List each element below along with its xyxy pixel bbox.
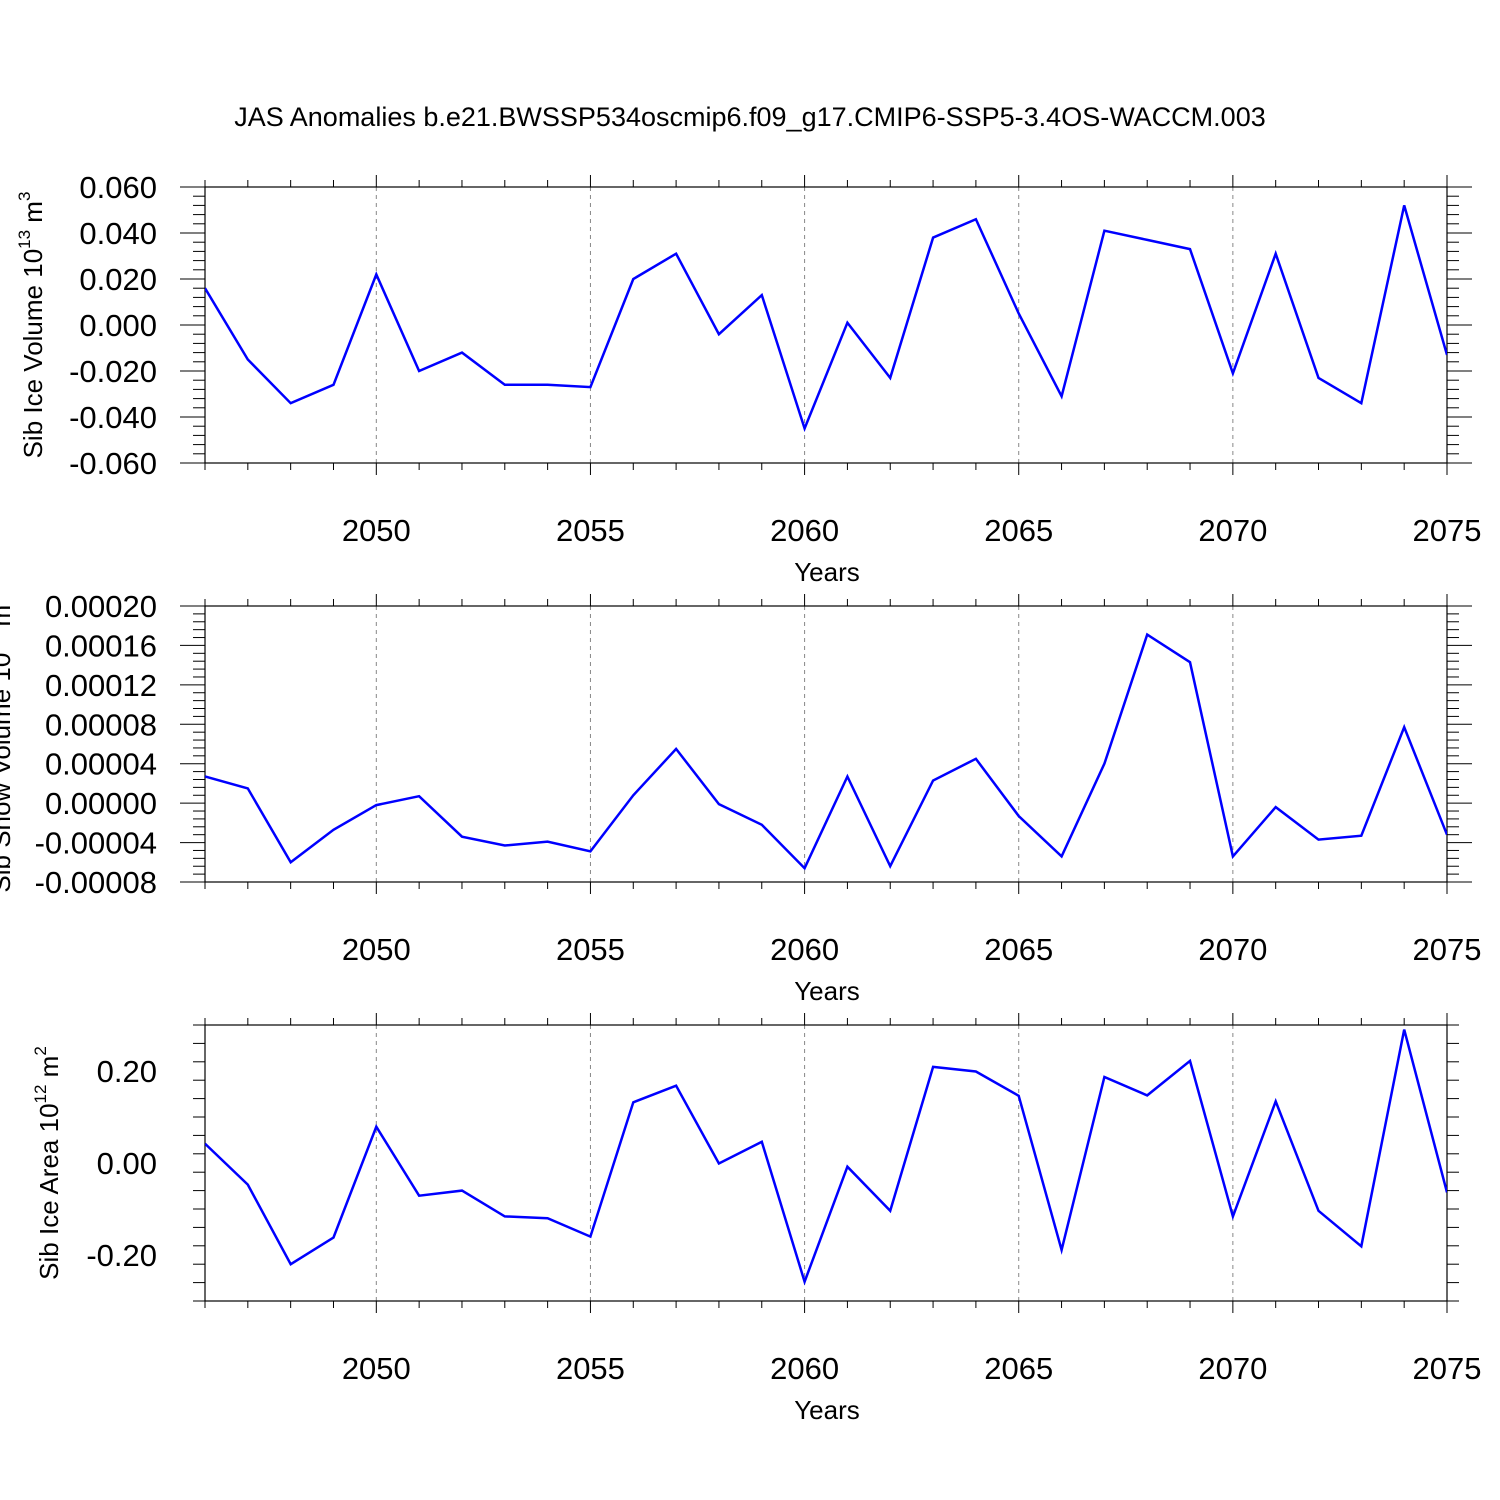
x-tick-label: 2060 — [770, 1351, 839, 1386]
x-tick-label: 2060 — [770, 513, 839, 548]
x-tick-label: 2075 — [1413, 513, 1482, 548]
y-tick-label: 0.20 — [97, 1054, 157, 1089]
panel-ice-volume: -0.060 -0.040 -0.020 0.000 0.020 0.040 0.060 20… — [15, 170, 1481, 587]
series-line-ice-area — [205, 1029, 1447, 1286]
y-axis-label-unit: m — [0, 605, 16, 634]
plot-frame — [204, 605, 1448, 883]
y-tick-label: -0.00008 — [35, 865, 157, 900]
x-tick-label: 2075 — [1413, 1351, 1482, 1386]
x-tick-label: 2055 — [556, 1351, 625, 1386]
y-tick-label: 0.00020 — [45, 589, 157, 624]
panel-snow-volume: -0.00008 -0.00004 0.00000 0.00004 0.00008 0.0… — [0, 589, 1481, 1006]
y-axis-label-exponent: 12 — [31, 1085, 50, 1104]
y-tick-label: 0.00 — [97, 1146, 157, 1181]
x-tick-label: 2050 — [342, 513, 411, 548]
plot-frame — [204, 186, 1448, 464]
x-tick-label: 2065 — [984, 1351, 1053, 1386]
y-axis-label-unit-exponent: 3 — [0, 595, 2, 604]
x-axis-label: Years — [794, 976, 860, 1006]
plot-frame — [204, 1024, 1448, 1302]
y-tick-label: -0.020 — [69, 354, 157, 389]
y-tick-label: -0.20 — [86, 1238, 157, 1273]
x-tick-label: 2065 — [984, 932, 1053, 967]
y-tick-label: -0.040 — [69, 400, 157, 435]
y-tick-label: 0.00004 — [45, 747, 157, 782]
x-tick-label: 2070 — [1198, 932, 1267, 967]
x-tick-label: 2050 — [342, 932, 411, 967]
y-axis-label-unit: m — [34, 1056, 64, 1085]
y-axis-label-unit-exponent: 3 — [15, 192, 34, 201]
y-tick-label: 0.060 — [79, 170, 157, 205]
panels: -0.060-0.040-0.0200.0000.0200.0400.06020… — [0, 170, 1481, 1425]
y-tick-label: -0.00004 — [35, 826, 157, 861]
y-tick-label: 0.040 — [79, 216, 157, 251]
y-tick-label: 0.00008 — [45, 707, 157, 742]
y-axis-label: Sib Ice Area 1012 m2 — [31, 1046, 64, 1280]
panel-ice-area: -0.20 0.00 0.20 2050 2055 2060 2065 2070 2075 Yea… — [31, 1013, 1481, 1425]
chart-title: JAS Anomalies b.e21.BWSSP534oscmip6.f09_… — [234, 102, 1265, 132]
x-tick-label: 2055 — [556, 513, 625, 548]
y-axis-label-unit-exponent: 2 — [31, 1046, 50, 1055]
x-axis-label: Years — [794, 1395, 860, 1425]
y-axis-label: Sib Snow Volume 1013 m3 — [0, 595, 16, 892]
x-tick-label: 2070 — [1198, 513, 1267, 548]
series-line-snow-volume — [205, 632, 1447, 871]
x-tick-label: 2050 — [342, 1351, 411, 1386]
y-axis-label-exponent: 13 — [0, 634, 2, 653]
x-tick-label: 2075 — [1413, 932, 1482, 967]
y-tick-label: 0.00016 — [45, 628, 157, 663]
y-tick-label: 0.020 — [79, 262, 157, 297]
y-tick-label: 0.000 — [79, 308, 157, 343]
y-axis-label-main: Sib Ice Volume 10 — [18, 249, 48, 459]
y-tick-label: 0.00000 — [45, 786, 157, 821]
x-tick-label: 2060 — [770, 932, 839, 967]
y-axis-label-exponent: 13 — [15, 230, 34, 249]
x-tick-label: 2065 — [984, 513, 1053, 548]
y-axis-label: Sib Ice Volume 1013 m3 — [15, 192, 48, 459]
x-axis-label: Years — [794, 557, 860, 587]
x-tick-label: 2055 — [556, 932, 625, 967]
x-tick-label: 2070 — [1198, 1351, 1267, 1386]
y-axis-label-main: Sib Ice Area 10 — [34, 1103, 64, 1279]
y-tick-label: 0.00012 — [45, 668, 157, 703]
y-tick-label: -0.060 — [69, 446, 157, 481]
series-line-ice-volume — [205, 205, 1447, 433]
y-axis-label-unit: m — [18, 201, 48, 230]
y-axis-label-main: Sib Snow Volume 10 — [0, 653, 16, 893]
